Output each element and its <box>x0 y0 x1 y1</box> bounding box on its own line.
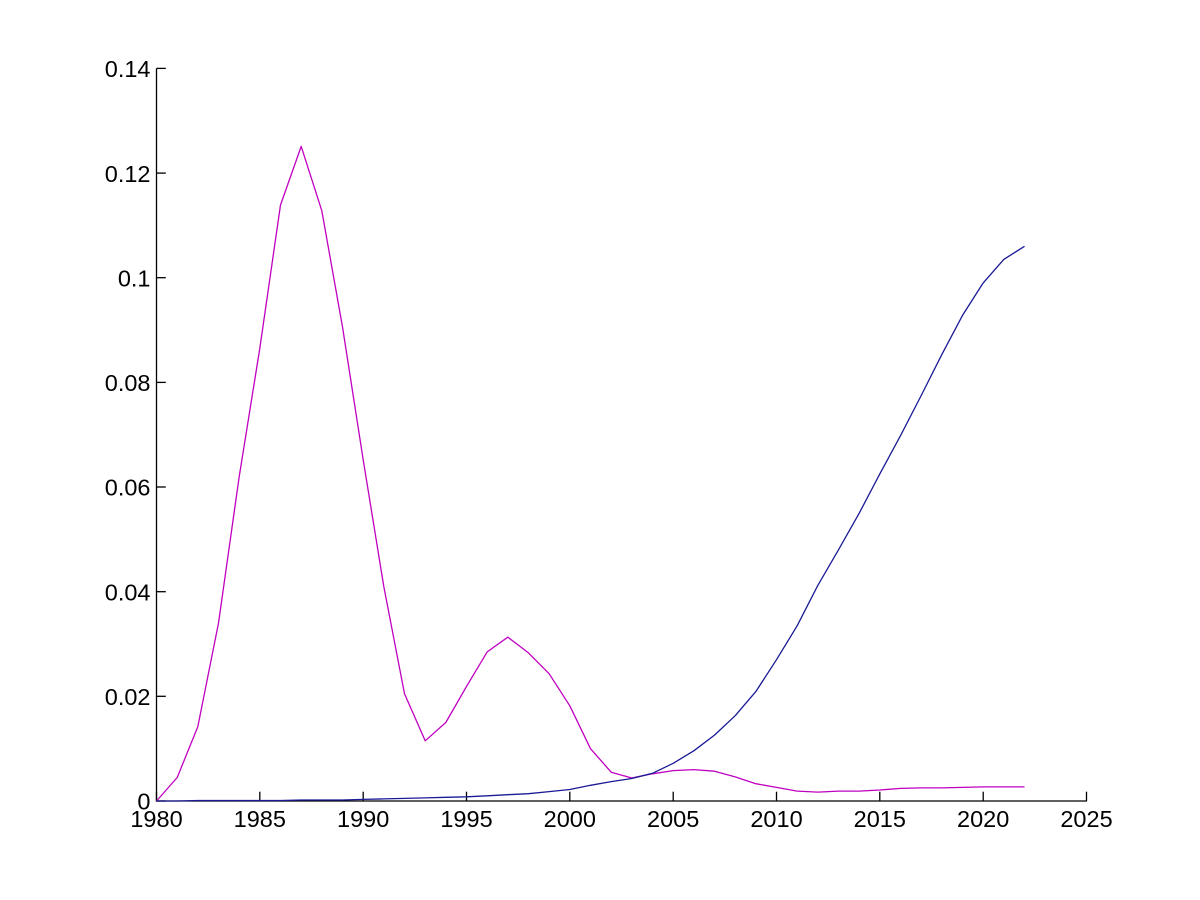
svg-text:1990: 1990 <box>337 806 389 832</box>
svg-text:0.04: 0.04 <box>105 579 151 605</box>
svg-text:0.06: 0.06 <box>105 475 151 501</box>
svg-text:1995: 1995 <box>440 806 492 832</box>
svg-text:2010: 2010 <box>750 806 802 832</box>
svg-text:2015: 2015 <box>854 806 906 832</box>
svg-text:0: 0 <box>137 789 150 815</box>
svg-text:0.14: 0.14 <box>105 56 151 82</box>
svg-text:2005: 2005 <box>647 806 699 832</box>
svg-text:2000: 2000 <box>544 806 596 832</box>
svg-text:2025: 2025 <box>1060 806 1112 832</box>
svg-text:1985: 1985 <box>234 806 286 832</box>
svg-text:0.02: 0.02 <box>105 684 151 710</box>
svg-text:1980: 1980 <box>130 806 182 832</box>
svg-text:0.12: 0.12 <box>105 161 151 187</box>
svg-text:0.08: 0.08 <box>105 370 151 396</box>
svg-text:2020: 2020 <box>957 806 1009 832</box>
svg-text:0.1: 0.1 <box>118 265 151 291</box>
